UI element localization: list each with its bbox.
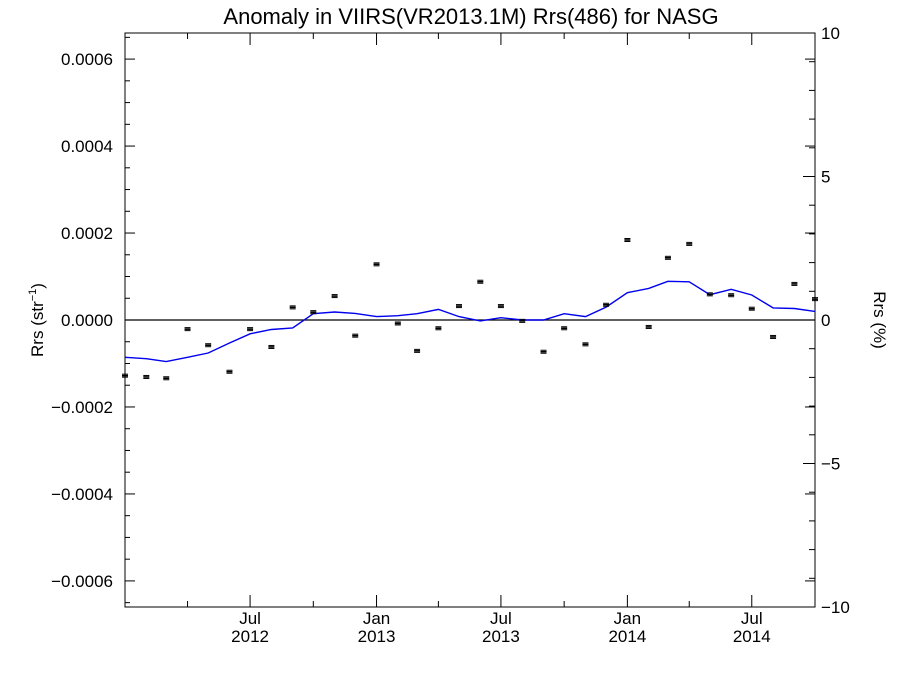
data-point [205,343,212,348]
x-tick-label-month: Jan [363,609,390,628]
data-point [770,334,777,339]
x-tick-label-month: Jul [490,609,512,628]
data-point [122,373,128,378]
right-tick-label: 10 [821,24,840,43]
data-point [748,306,755,311]
x-tick-label-year: 2014 [608,627,646,646]
data-point [184,327,191,332]
data-point [540,349,547,354]
x-tick-label-year: 2013 [482,627,520,646]
y-axis-label-right: Rrs (%) [870,291,889,349]
y-axis-label-left: Rrs (str−1) [27,283,47,357]
chart-title: Anomaly in VIIRS(VR2013.1M) Rrs(486) for… [223,4,718,29]
data-point [143,374,150,379]
data-point [603,302,610,307]
right-tick-label: 0 [821,311,830,330]
data-point [394,321,401,326]
data-point [706,292,713,297]
x-tick-label-month: Jul [741,609,763,628]
data-point [435,326,442,331]
data-point [268,344,275,349]
tick-labels: −0.0006 −0.0004 −0.0002 0.0000 0.0002 0.0004 0… [51,24,850,646]
x-tick-label-year: 2014 [733,627,771,646]
right-tick-label: −10 [821,598,850,617]
x-tick-label-month: Jan [614,609,641,628]
data-point [414,348,421,353]
y-axis-label-left-close: ) [28,283,47,289]
data-point [289,305,296,310]
left-tick-label: −0.0002 [51,398,113,417]
x-tick-label-month: Jul [239,609,261,628]
right-tick-label: −5 [821,455,840,474]
left-tick-label: −0.0004 [51,485,113,504]
data-point [728,293,735,298]
data-point [456,304,463,309]
left-tick-label: 0.0006 [61,50,113,69]
left-tick-label: −0.0006 [51,572,113,591]
x-tick-label-year: 2013 [358,627,396,646]
data-point [497,304,504,309]
data-point [624,237,631,242]
data-point [226,369,233,374]
data-point [686,241,693,246]
left-tick-label: 0.0004 [61,137,113,156]
data-point [645,324,652,329]
data-point [163,376,170,381]
right-tick-label: 5 [821,168,830,187]
data-point [373,262,380,267]
y-axis-label-left-superscript: −1 [27,289,39,302]
anomaly-points [122,237,818,381]
data-point [519,318,526,323]
y-axis-label-left-text: Rrs (str [28,301,47,357]
data-point [310,310,317,315]
data-point [331,294,338,299]
data-point [352,333,359,338]
data-point [812,297,818,302]
data-point [561,326,568,331]
data-point [664,255,671,260]
series-line-percent [124,280,816,363]
data-point [791,281,798,286]
data-point [477,279,484,284]
left-tick-label: 0.0000 [61,311,113,330]
left-tick-label: 0.0002 [61,224,113,243]
data-point [247,327,254,332]
data-point [582,342,589,347]
x-tick-label-year: 2012 [231,627,269,646]
